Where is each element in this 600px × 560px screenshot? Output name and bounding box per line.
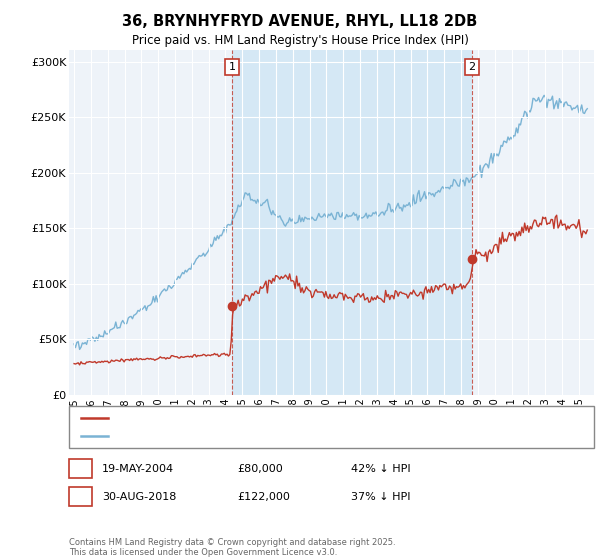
Text: 19-MAY-2004: 19-MAY-2004 bbox=[102, 464, 174, 474]
Text: 42% ↓ HPI: 42% ↓ HPI bbox=[351, 464, 410, 474]
Bar bbox=[232, 50, 472, 395]
Text: 37% ↓ HPI: 37% ↓ HPI bbox=[351, 492, 410, 502]
Text: 2: 2 bbox=[469, 62, 476, 72]
Text: 1: 1 bbox=[77, 462, 84, 475]
Text: Price paid vs. HM Land Registry's House Price Index (HPI): Price paid vs. HM Land Registry's House … bbox=[131, 34, 469, 46]
Text: 36, BRYNHYFRYD AVENUE, RHYL, LL18 2DB: 36, BRYNHYFRYD AVENUE, RHYL, LL18 2DB bbox=[122, 14, 478, 29]
Text: £122,000: £122,000 bbox=[237, 492, 290, 502]
Text: HPI: Average price, detached house, Denbighshire: HPI: Average price, detached house, Denb… bbox=[115, 431, 377, 441]
Text: 2: 2 bbox=[77, 490, 84, 503]
Text: 30-AUG-2018: 30-AUG-2018 bbox=[102, 492, 176, 502]
Text: 36, BRYNHYFRYD AVENUE, RHYL, LL18 2DB (detached house): 36, BRYNHYFRYD AVENUE, RHYL, LL18 2DB (d… bbox=[115, 413, 433, 423]
Text: Contains HM Land Registry data © Crown copyright and database right 2025.
This d: Contains HM Land Registry data © Crown c… bbox=[69, 538, 395, 557]
Text: 1: 1 bbox=[229, 62, 235, 72]
Text: £80,000: £80,000 bbox=[237, 464, 283, 474]
